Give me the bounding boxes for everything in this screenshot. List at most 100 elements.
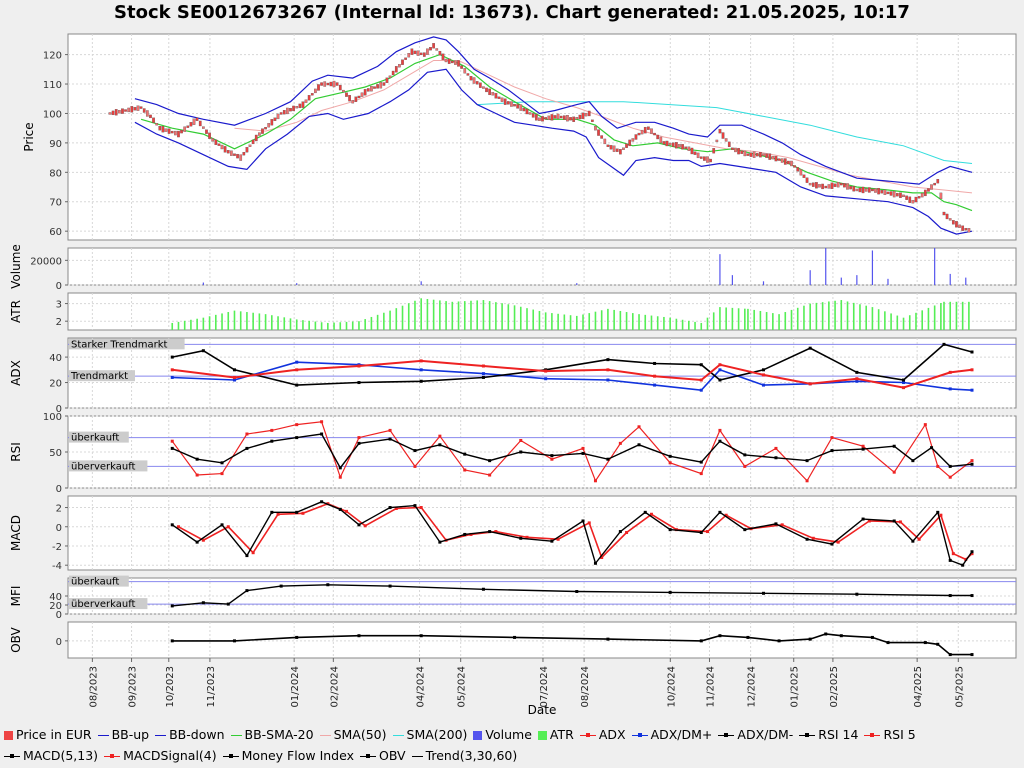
dm-plus-line-point [699, 388, 703, 392]
legend-item: Trend(3,30,60) [411, 745, 517, 766]
price-candle [945, 213, 949, 220]
price-candle [656, 134, 660, 140]
price-candle [528, 112, 532, 115]
threshold-label-bg [69, 338, 185, 350]
rsi5-line-point [774, 446, 778, 450]
macd-line-point [320, 500, 324, 504]
macd-line [171, 501, 973, 567]
atr-bar [277, 316, 279, 330]
price-candle [506, 101, 510, 105]
dm-plus-line-point [762, 383, 766, 387]
bb-down-line [134, 68, 973, 235]
rsi14-line-point [488, 459, 492, 463]
price-candle [734, 147, 737, 153]
price-candle [317, 84, 320, 91]
rsi5-line-point [413, 464, 417, 468]
atr-bar [765, 312, 768, 330]
rsi14-line-point [550, 454, 554, 458]
adx-line-point [718, 363, 722, 367]
rsi-ylabel: RSI [9, 442, 23, 462]
price-candle [547, 115, 551, 121]
legend-key [97, 735, 109, 736]
atr-bar [370, 316, 373, 330]
obv-line-point [824, 632, 828, 636]
y-tick-label: 70 [49, 198, 62, 209]
mfi-line-point [326, 583, 330, 587]
price-candle [908, 196, 912, 203]
rsi5-line-point [618, 441, 622, 445]
adx-line-point [902, 386, 906, 390]
volume-bar [856, 275, 858, 285]
price-candle [161, 126, 165, 133]
atr-ylabel: ATR [9, 300, 23, 323]
atr-bar [902, 317, 905, 330]
atr-bar [289, 318, 292, 330]
legend-key [155, 735, 167, 736]
dm-minus-line-point [762, 368, 766, 372]
price-candle [282, 110, 286, 115]
adx-line-point [762, 373, 766, 377]
macd-signal-line-point [649, 512, 653, 516]
legend-label: Price in EUR [16, 727, 92, 742]
macd-line-point [618, 530, 622, 534]
price-candle [345, 92, 348, 97]
price-candle [108, 112, 112, 115]
volume-bar [840, 277, 842, 285]
price-candle [273, 117, 277, 121]
price-candle [432, 43, 435, 49]
rsi14-line-point [970, 462, 974, 466]
price-candle [475, 81, 479, 85]
price-candle [444, 58, 448, 63]
price-candle [687, 146, 691, 151]
rsi5-line-point [743, 464, 747, 468]
adx-line-point [699, 378, 703, 382]
adx-line-point [357, 364, 361, 368]
x-tick-label: 11/2023 [206, 666, 217, 708]
macd-line-point [488, 530, 492, 534]
rsi14-line-point [463, 452, 467, 456]
volume-bar [296, 283, 298, 285]
legend-label: MACDSignal(4) [123, 748, 217, 763]
price-candle [653, 132, 656, 136]
dm-plus-line-point [718, 368, 722, 372]
atr-bar [283, 317, 286, 330]
atr-bar [445, 301, 447, 330]
legend-item: SMA(200) [392, 724, 467, 745]
price-candle [699, 156, 703, 159]
legend-key [4, 752, 20, 760]
price-candle [662, 141, 666, 145]
price-candle [310, 93, 314, 96]
price-candle [538, 117, 541, 121]
rsi14-line-point [320, 432, 324, 436]
price-candle [684, 146, 688, 149]
price-candle [566, 115, 569, 122]
price-candle [665, 140, 669, 147]
price-candle [575, 117, 579, 120]
price-candle [111, 110, 115, 116]
rsi5-line-point [861, 444, 865, 448]
price-candle [930, 184, 933, 190]
volume-bar [887, 278, 889, 285]
price-candle [892, 190, 896, 198]
price-candle [121, 108, 124, 114]
price-candle [472, 77, 476, 84]
price-candle [706, 156, 709, 163]
price-candle [447, 58, 451, 64]
legend-key [864, 731, 881, 739]
adx-line-point [419, 359, 423, 363]
macd-line-point [699, 531, 703, 535]
price-candle [650, 128, 653, 134]
price-candle [494, 93, 498, 99]
price-candle [715, 139, 719, 143]
price-candle [351, 100, 355, 104]
atr-bar [915, 312, 917, 330]
price-candle [202, 126, 205, 129]
price-candle [164, 128, 168, 132]
price-candle [279, 112, 283, 115]
threshold-label-bg [69, 598, 148, 610]
legend-key [411, 756, 423, 757]
price-candle [914, 196, 918, 203]
price-candle [855, 188, 859, 192]
dm-minus-line-point [481, 375, 485, 379]
price-candle [693, 151, 697, 155]
